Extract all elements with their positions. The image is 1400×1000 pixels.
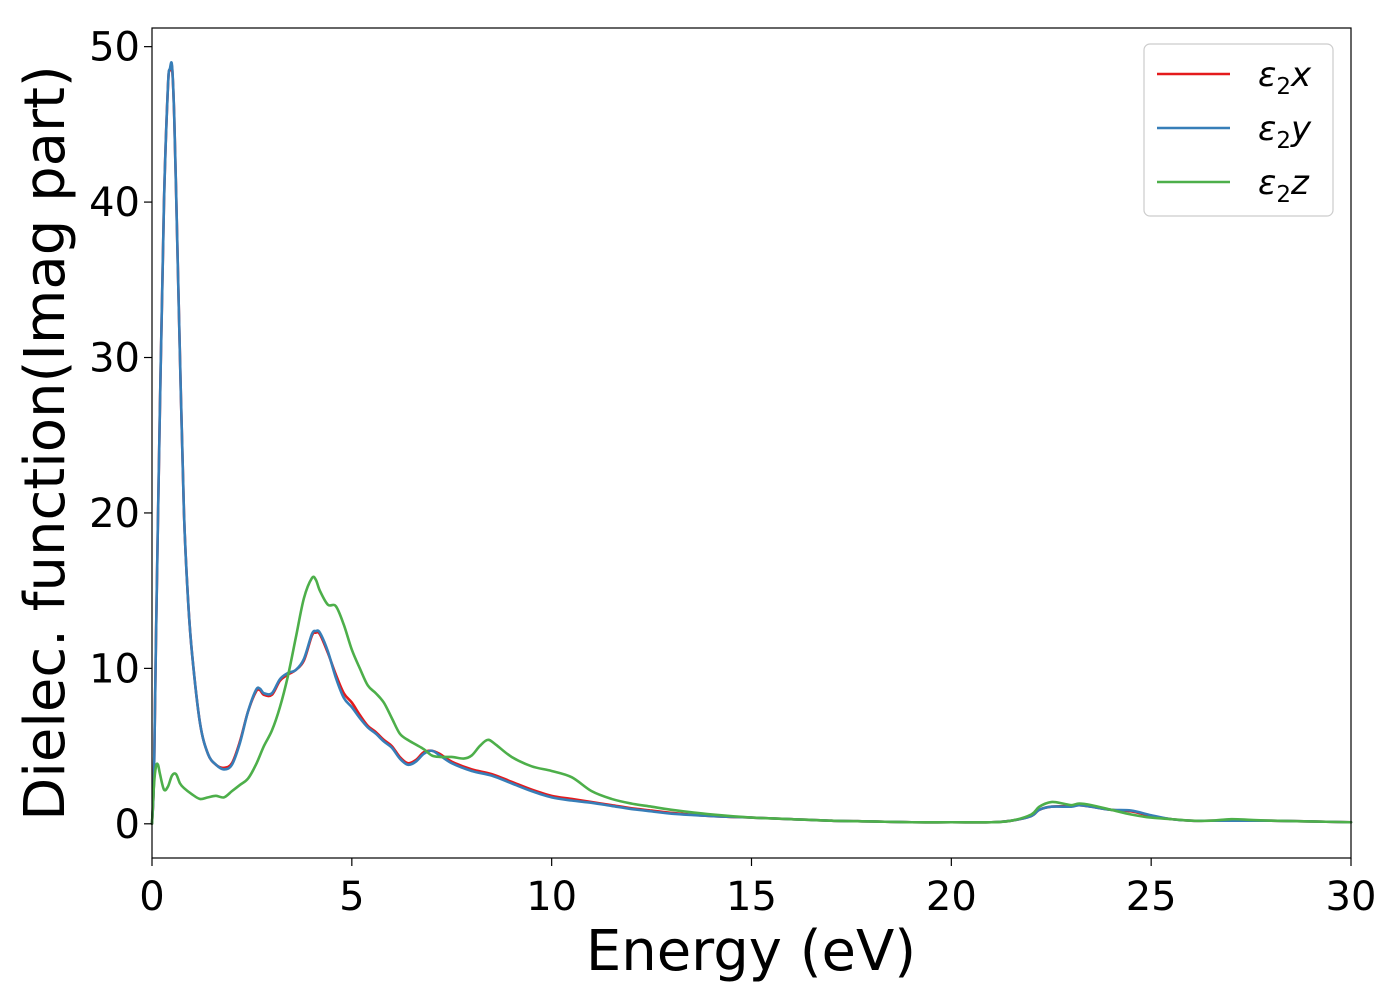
y-axis-label: Dielec. function(Imag part) xyxy=(13,65,78,821)
x-axis: 0 5 10 15 20 25 30 xyxy=(139,858,1376,920)
series-layer xyxy=(150,61,1353,826)
x-tick-label: 5 xyxy=(339,874,364,920)
y-tick-label: 0 xyxy=(115,802,140,848)
legend-box xyxy=(1143,43,1334,217)
y-tick-label: 40 xyxy=(89,180,140,226)
x-tick-label: 10 xyxy=(526,874,577,920)
legend-label-z: ε2z xyxy=(1258,163,1310,208)
x-tick-label: 30 xyxy=(1326,874,1377,920)
x-tick-label: 25 xyxy=(1126,874,1177,920)
series-line-y xyxy=(150,61,1353,826)
legend-label-x: ε2x xyxy=(1258,55,1312,100)
legend: ε2x ε2y ε2z xyxy=(1143,43,1334,217)
legend-label-y: ε2y xyxy=(1258,109,1312,154)
y-tick-label: 30 xyxy=(89,336,140,382)
y-tick-label: 50 xyxy=(89,25,140,71)
y-tick-label: 10 xyxy=(89,646,140,692)
x-axis-label: Energy (eV) xyxy=(586,919,916,984)
y-tick-label: 20 xyxy=(89,491,140,537)
x-tick-label: 20 xyxy=(926,874,977,920)
x-tick-label: 15 xyxy=(726,874,777,920)
y-axis: 0 10 20 30 40 50 xyxy=(89,25,152,848)
x-tick-label: 0 xyxy=(139,874,164,920)
series-line-z xyxy=(150,575,1353,826)
